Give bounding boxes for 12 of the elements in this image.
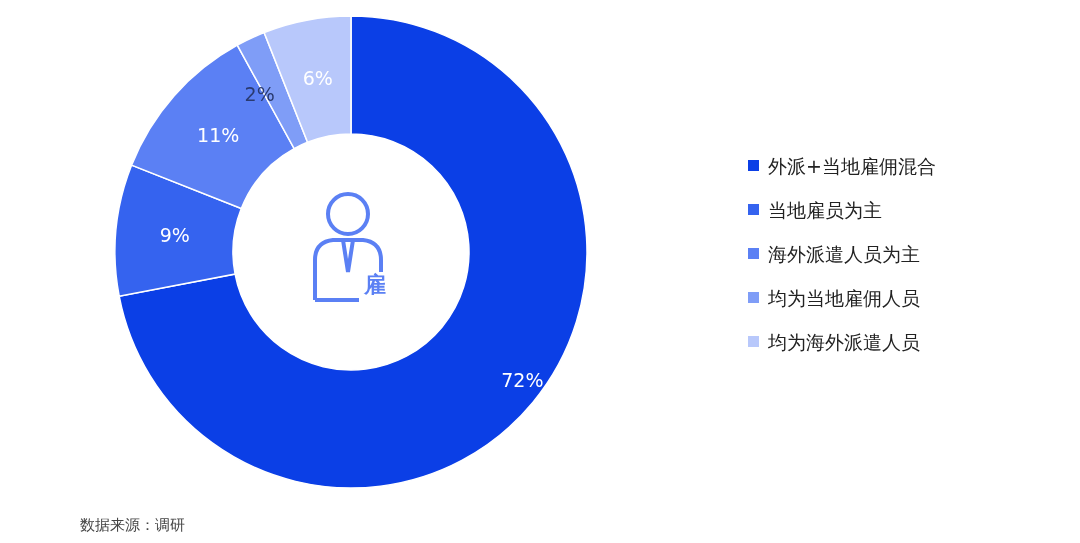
data-label: 6% <box>302 67 333 90</box>
source-note: 数据来源：调研 <box>80 516 185 534</box>
data-label: 72% <box>501 368 544 391</box>
data-label: 11% <box>197 123 240 146</box>
legend-label: 当地雇员为主 <box>768 199 882 221</box>
text: 雇 <box>363 272 386 297</box>
data-label: 9% <box>159 224 190 247</box>
legend-label: 均为当地雇佣人员 <box>767 287 920 309</box>
legend-label: 海外派遣人员为主 <box>768 243 920 265</box>
legend-label: 外派+当地雇佣混合 <box>768 155 936 177</box>
donut-slice <box>118 15 588 489</box>
legend-label: 均为海外派遣人员 <box>767 331 920 353</box>
